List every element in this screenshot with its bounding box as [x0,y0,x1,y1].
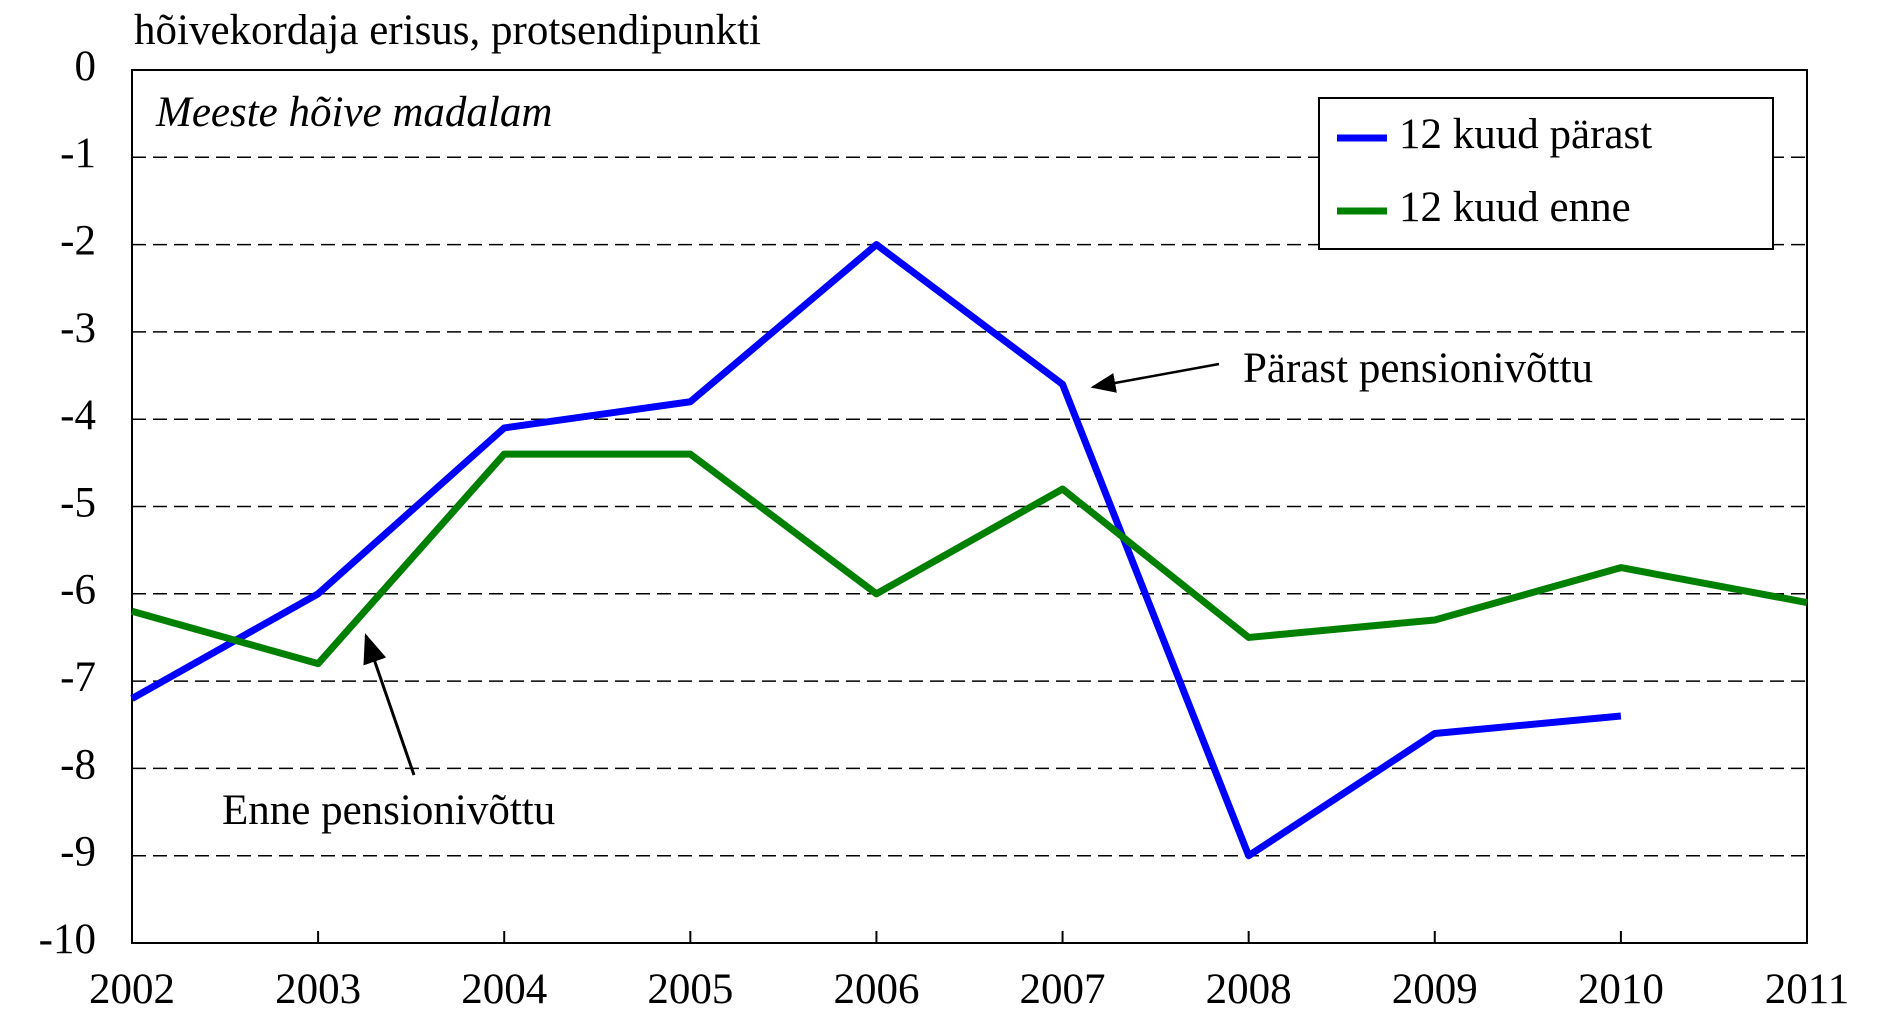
x-tick-label: 2010 [1578,966,1664,1013]
data-line [131,450,1808,668]
legend-label: 12 kuud pärast [1399,111,1652,158]
y-tick-label: -8 [60,741,96,788]
x-tick-label: 2011 [1765,966,1849,1013]
y-tick-label: -2 [60,217,96,264]
annotation: Pärast pensionivõttu [1243,345,1593,392]
annotation: Enne pensionivõttu [222,787,555,834]
y-tick-label: -6 [60,567,96,614]
y-tick-label: 0 [75,43,97,90]
arrow [363,633,416,776]
chart-title: hõivekordaja erisus, protsendipunkti [134,7,761,54]
y-tick-label: -4 [60,392,96,439]
y-tick-label: -7 [60,654,96,701]
legend-box [1318,97,1774,250]
data-line [130,241,1622,860]
plot-frame [131,69,1808,944]
x-tick-label: 2003 [275,966,361,1013]
x-tick-label: 2007 [1020,966,1106,1013]
x-tick-label: 2005 [647,966,733,1013]
legend-label: 12 kuud enne [1399,184,1631,231]
x-tick-label: 2009 [1392,966,1478,1013]
y-tick-label: -5 [60,479,96,526]
y-tick-label: -1 [60,130,96,177]
x-tick-label: 2004 [461,966,547,1013]
annotation: Meeste hõive madalam [155,89,552,136]
x-tick-label: 2006 [833,966,919,1013]
y-tick-label: -10 [39,916,96,963]
y-tick-label: -9 [60,829,96,876]
arrow [1090,362,1220,393]
x-tick-label: 2002 [89,966,175,1013]
y-tick-label: -3 [60,305,96,352]
x-tick-label: 2008 [1206,966,1292,1013]
